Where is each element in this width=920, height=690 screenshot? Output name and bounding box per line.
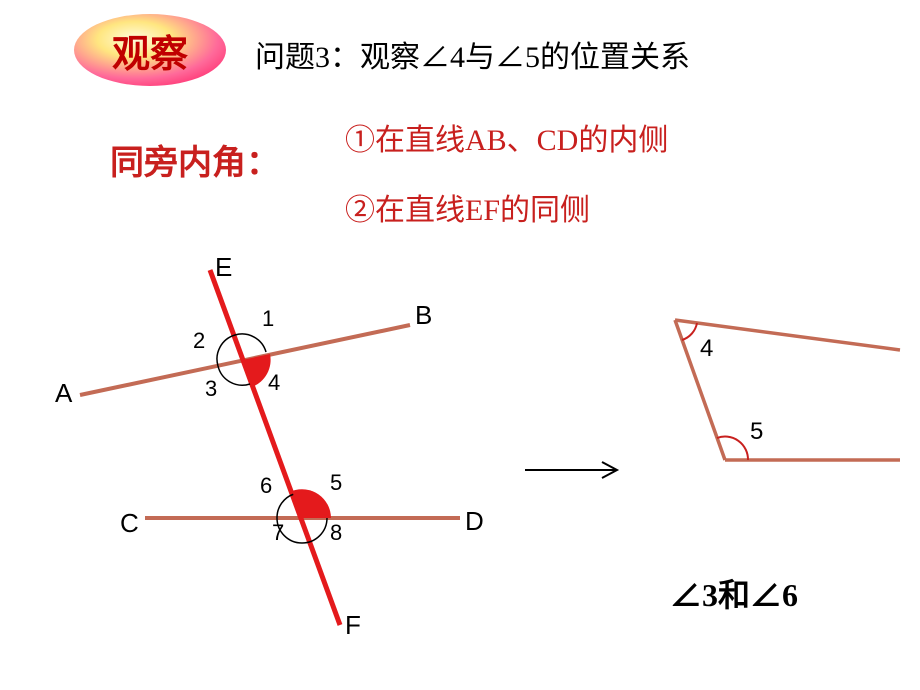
label-8: 8 bbox=[330, 520, 342, 546]
right-diagram-svg bbox=[600, 300, 910, 530]
label-2: 2 bbox=[193, 328, 205, 354]
label-e: E bbox=[215, 252, 232, 283]
badge-text: 观察 bbox=[112, 23, 188, 78]
rule-2: ②在直线EF的同侧 bbox=[345, 185, 590, 229]
r-arc-4 bbox=[682, 323, 697, 340]
label-d: D bbox=[465, 506, 484, 537]
r-label-5: 5 bbox=[750, 418, 763, 446]
label-4: 4 bbox=[268, 370, 280, 396]
label-1: 1 bbox=[262, 306, 274, 332]
label-b: B bbox=[415, 300, 432, 331]
observe-badge: 观察 bbox=[70, 10, 230, 90]
r-label-4: 4 bbox=[700, 335, 713, 363]
line-ef bbox=[210, 270, 340, 625]
bottom-answer: ∠3和∠6 bbox=[670, 570, 798, 616]
left-diagram: E B A C D F 1 2 3 4 5 6 7 8 bbox=[40, 260, 500, 660]
label-3: 3 bbox=[205, 376, 217, 402]
right-diagram: 4 5 bbox=[600, 300, 910, 530]
question-text: 问题3：观察∠4与∠5的位置关系 bbox=[255, 32, 690, 76]
rule-1: ①在直线AB、CD的内侧 bbox=[345, 115, 668, 159]
label-5: 5 bbox=[330, 470, 342, 496]
label-f: F bbox=[345, 610, 361, 641]
label-7: 7 bbox=[272, 520, 284, 546]
concept-title: 同旁内角： bbox=[110, 135, 280, 184]
label-c: C bbox=[120, 508, 139, 539]
label-6: 6 bbox=[260, 473, 272, 499]
label-a: A bbox=[55, 378, 72, 409]
